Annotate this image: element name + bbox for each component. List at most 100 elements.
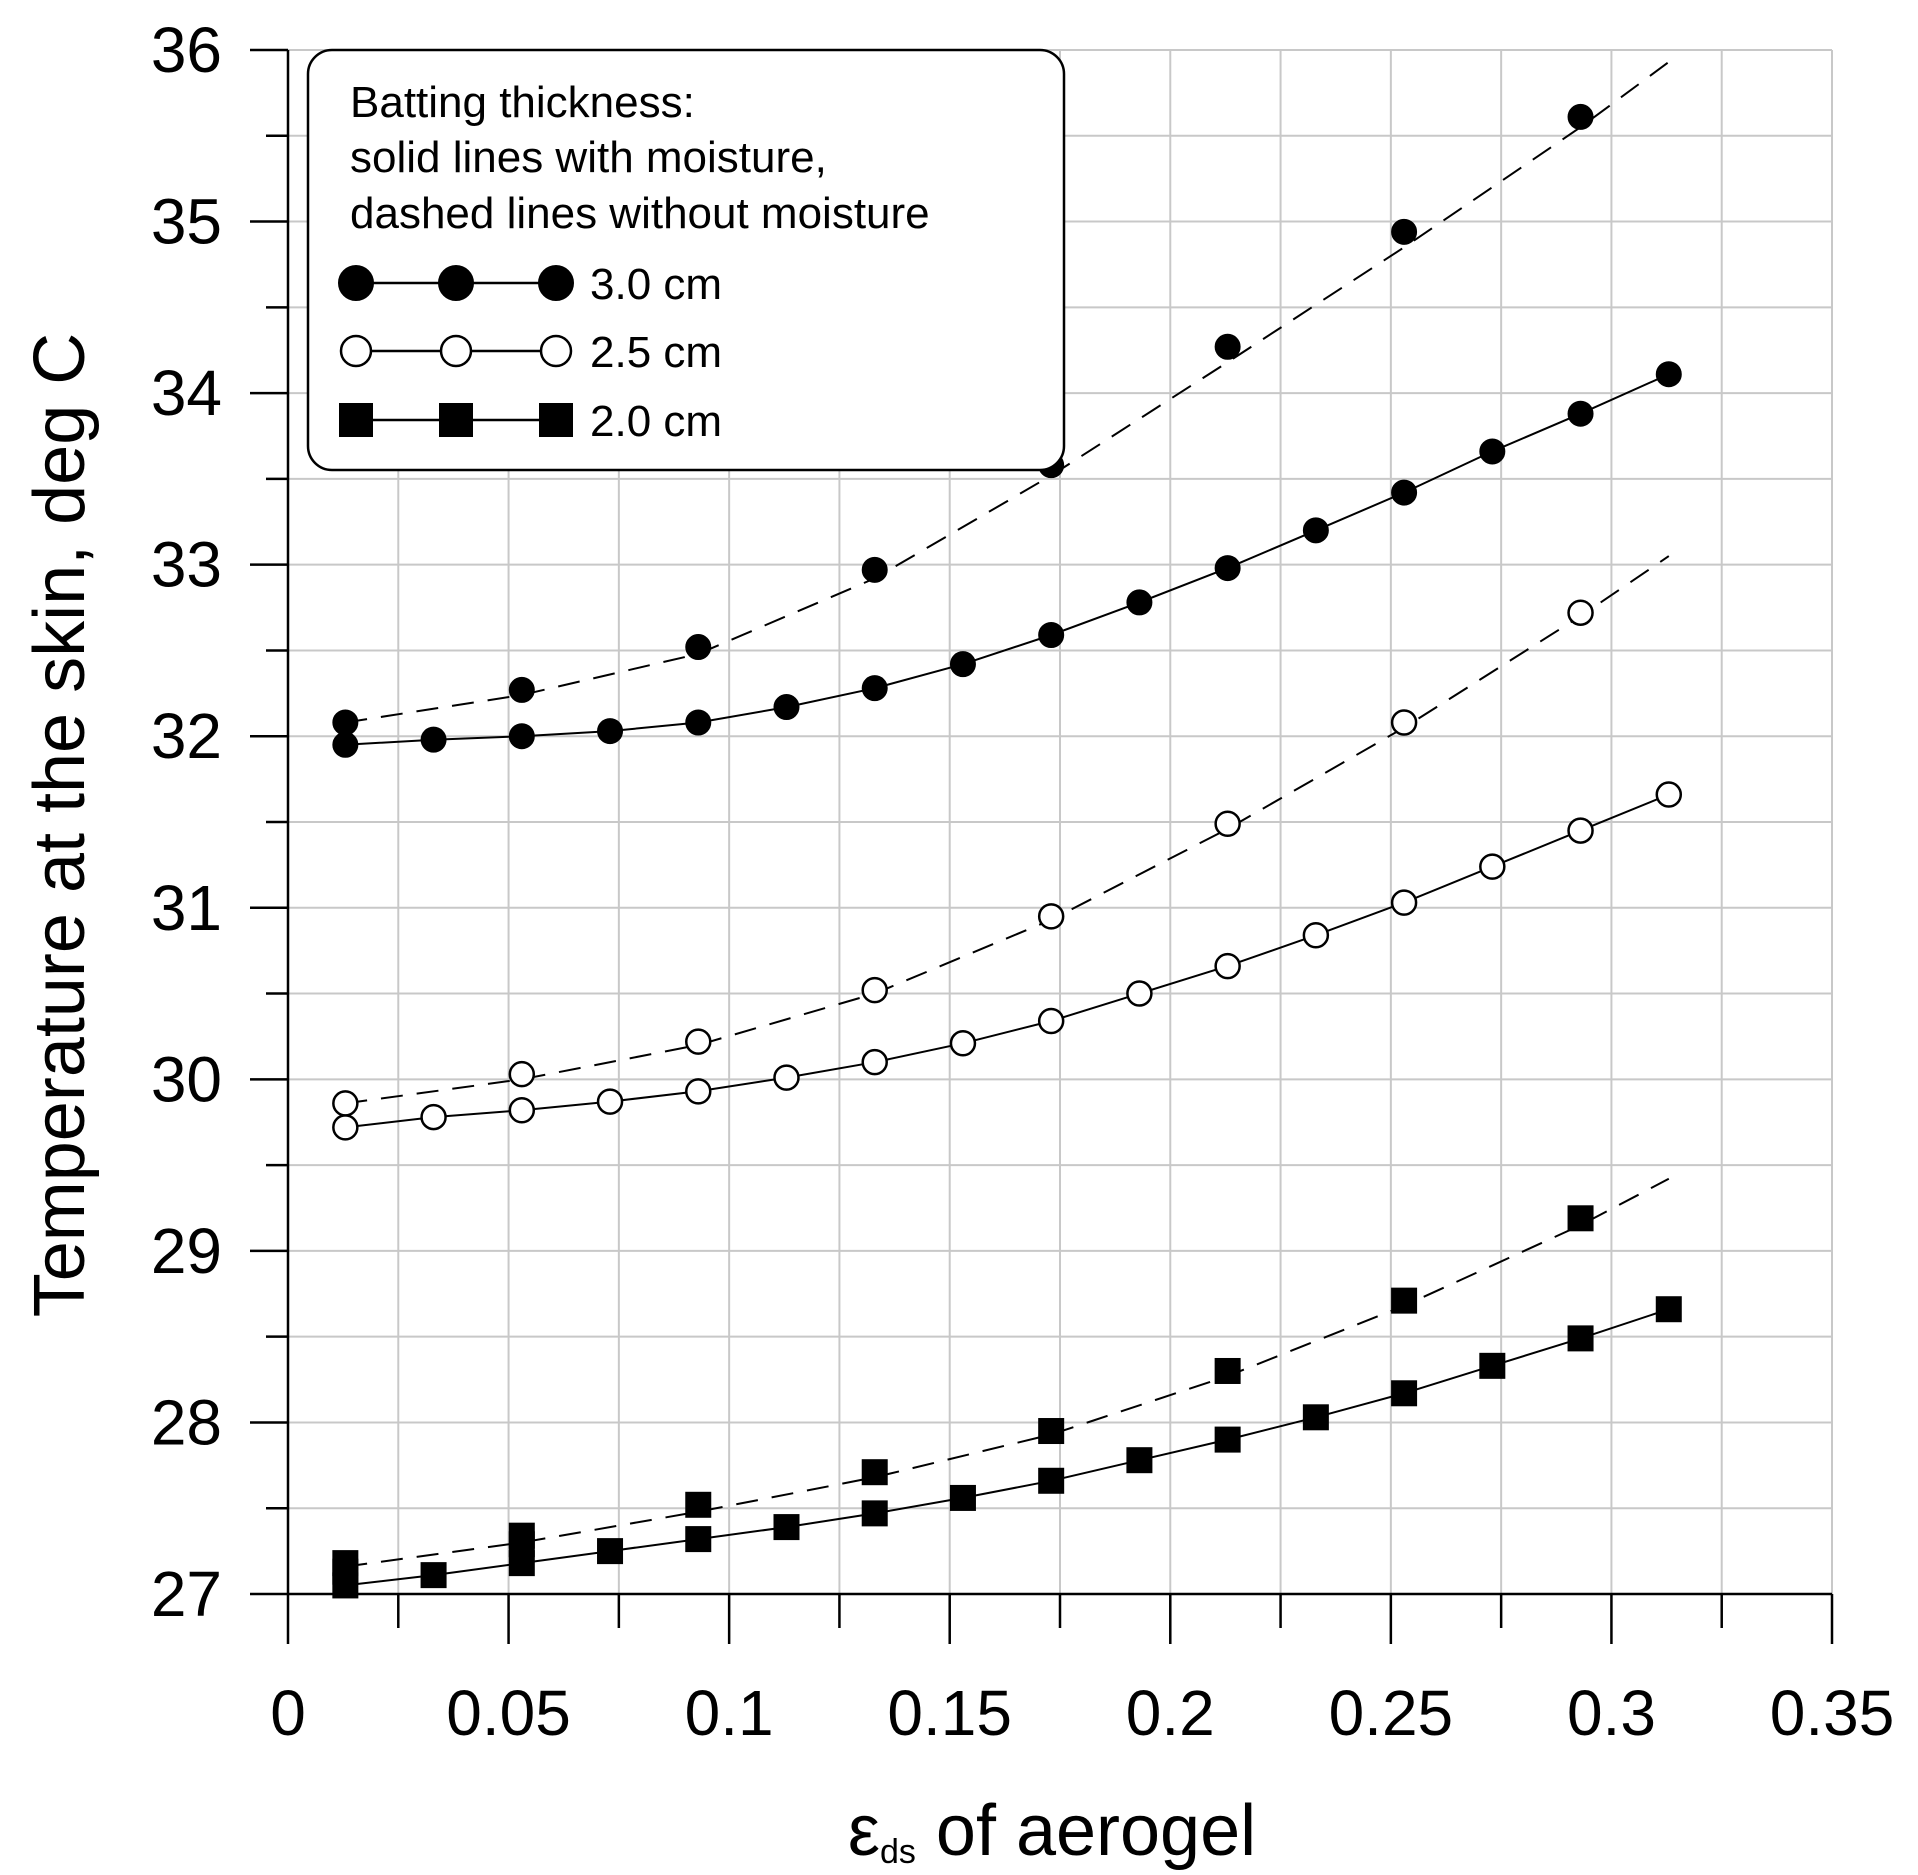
legend-marker-filled-circle bbox=[538, 265, 574, 301]
data-point-filled-square bbox=[861, 1500, 888, 1527]
data-point-filled-circle bbox=[332, 731, 359, 758]
y-tick-label: 28 bbox=[151, 1386, 222, 1458]
series-points bbox=[332, 103, 1683, 1599]
data-point-filled-circle bbox=[685, 634, 712, 661]
y-tick-label: 32 bbox=[151, 700, 222, 772]
data-point-filled-square bbox=[949, 1484, 976, 1511]
data-point-filled-circle bbox=[1567, 400, 1594, 427]
legend-marker-filled-circle bbox=[338, 265, 374, 301]
data-point-open-circle bbox=[508, 1060, 536, 1088]
data-point-filled-circle bbox=[1302, 517, 1329, 544]
x-tick-label: 0.1 bbox=[685, 1677, 774, 1749]
data-point-filled-circle bbox=[1567, 103, 1594, 130]
data-point-filled-circle bbox=[1655, 361, 1682, 388]
data-point-filled-square bbox=[1214, 1426, 1241, 1453]
data-point-filled-circle bbox=[1214, 555, 1241, 582]
y-tick-label: 36 bbox=[151, 14, 222, 86]
data-point-filled-circle bbox=[597, 718, 624, 745]
data-point-filled-circle bbox=[1214, 333, 1241, 360]
data-point-open-circle bbox=[1214, 810, 1241, 837]
x-tick-label: 0.3 bbox=[1567, 1677, 1656, 1749]
data-point-open-circle bbox=[949, 1030, 977, 1057]
data-point-filled-square bbox=[1214, 1357, 1241, 1384]
data-point-open-circle bbox=[332, 1114, 359, 1141]
x-tick-label: 0.25 bbox=[1329, 1677, 1454, 1749]
legend-label-2-0-cm: 2.0 cm bbox=[590, 397, 722, 446]
data-point-filled-circle bbox=[508, 676, 535, 703]
legend-heading-line-1: Batting thickness: bbox=[350, 78, 695, 127]
data-point-filled-square bbox=[1479, 1352, 1506, 1379]
data-point-open-circle bbox=[1037, 903, 1065, 930]
data-point-open-circle bbox=[1479, 853, 1506, 880]
data-point-filled-circle bbox=[420, 726, 447, 753]
data-point-filled-square bbox=[1391, 1380, 1418, 1407]
data-point-filled-square bbox=[1038, 1467, 1065, 1494]
data-point-filled-circle bbox=[685, 709, 712, 736]
data-point-open-circle bbox=[420, 1103, 447, 1131]
data-point-filled-square bbox=[1126, 1447, 1153, 1474]
data-point-filled-square bbox=[597, 1538, 624, 1565]
legend-label-2-5-cm: 2.5 cm bbox=[590, 328, 722, 377]
x-axis-title-subscript: ds bbox=[880, 1833, 916, 1871]
y-tick-label: 29 bbox=[151, 1215, 222, 1287]
y-axis-title: Temperature at the skin, deg C bbox=[20, 333, 100, 1318]
data-point-filled-square bbox=[1655, 1296, 1682, 1323]
data-point-filled-circle bbox=[949, 651, 976, 678]
y-tick-label: 30 bbox=[151, 1043, 222, 1115]
y-tick-label: 33 bbox=[151, 529, 222, 601]
data-point-open-circle bbox=[685, 1078, 712, 1105]
data-point-filled-circle bbox=[508, 723, 535, 750]
y-tick-label: 34 bbox=[151, 357, 222, 429]
legend-label-3-0-cm: 3.0 cm bbox=[590, 260, 722, 309]
data-point-open-circle bbox=[861, 1048, 888, 1076]
legend-marker-filled-circle bbox=[438, 265, 474, 301]
data-point-filled-circle bbox=[1038, 622, 1065, 649]
data-point-filled-square bbox=[420, 1562, 447, 1589]
legend-marker-open-circle bbox=[339, 334, 373, 368]
data-point-open-circle bbox=[1214, 952, 1241, 980]
legend-marker-filled-square bbox=[539, 403, 573, 437]
data-point-filled-square bbox=[1391, 1287, 1418, 1314]
x-tick-label: 0 bbox=[270, 1677, 306, 1749]
tick-labels: 27 28 29 30 31 32 33 34 35 36 0 0.05 0.1 0.15 0.2 0.25 0… bbox=[151, 14, 1894, 1749]
data-point-filled-square bbox=[508, 1522, 535, 1549]
data-point-filled-square bbox=[332, 1550, 359, 1577]
x-tick-label: 0.15 bbox=[887, 1677, 1012, 1749]
axes bbox=[250, 48, 1834, 1644]
series-line-solid bbox=[345, 373, 1670, 746]
data-point-filled-circle bbox=[861, 556, 888, 583]
x-tick-label: 0.35 bbox=[1770, 1677, 1895, 1749]
data-point-filled-square bbox=[1038, 1418, 1065, 1445]
x-tick-label: 0.2 bbox=[1126, 1677, 1215, 1749]
x-axis-title-rest: of aerogel bbox=[916, 1791, 1256, 1871]
data-point-open-circle bbox=[1302, 921, 1330, 949]
data-point-filled-circle bbox=[1391, 479, 1418, 506]
data-point-filled-square bbox=[1567, 1325, 1594, 1352]
data-point-open-circle bbox=[1390, 889, 1418, 916]
data-point-open-circle bbox=[773, 1064, 800, 1091]
legend: Batting thickness: solid lines with mois… bbox=[306, 48, 1066, 472]
data-point-open-circle bbox=[1390, 709, 1418, 736]
legend-marker-filled-square bbox=[439, 403, 473, 437]
data-point-filled-circle bbox=[1391, 218, 1418, 245]
series-line-solid bbox=[345, 1308, 1670, 1587]
legend-entries bbox=[338, 265, 574, 437]
data-point-open-circle bbox=[1037, 1007, 1065, 1035]
data-point-filled-circle bbox=[861, 675, 888, 702]
data-point-filled-circle bbox=[1479, 438, 1506, 465]
x-axis-title-symbol: ε bbox=[848, 1791, 880, 1871]
data-point-open-circle bbox=[861, 976, 888, 1004]
data-point-open-circle bbox=[332, 1090, 359, 1117]
data-point-filled-circle bbox=[773, 694, 800, 721]
y-tick-label: 31 bbox=[151, 872, 222, 944]
legend-heading-line-3: dashed lines without moisture bbox=[350, 189, 930, 238]
data-point-open-circle bbox=[1567, 599, 1594, 626]
legend-marker-open-circle bbox=[539, 334, 573, 368]
series-line-dashed bbox=[345, 1177, 1670, 1568]
data-point-open-circle bbox=[1567, 817, 1594, 844]
series-line-dashed bbox=[345, 555, 1670, 1105]
y-tick-label: 27 bbox=[151, 1558, 222, 1630]
data-point-filled-circle bbox=[1126, 589, 1153, 616]
x-axis-title: εds of aerogel bbox=[848, 1791, 1256, 1871]
